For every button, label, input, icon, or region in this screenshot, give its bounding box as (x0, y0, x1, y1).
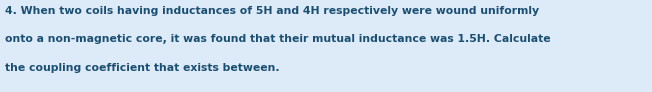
Text: the coupling coefficient that exists between.: the coupling coefficient that exists bet… (5, 63, 280, 73)
Text: 4. When two coils having inductances of 5H and 4H respectively were wound unifor: 4. When two coils having inductances of … (5, 6, 539, 16)
Text: onto a non-magnetic core, it was found that their mutual inductance was 1.5H. Ca: onto a non-magnetic core, it was found t… (5, 34, 551, 45)
